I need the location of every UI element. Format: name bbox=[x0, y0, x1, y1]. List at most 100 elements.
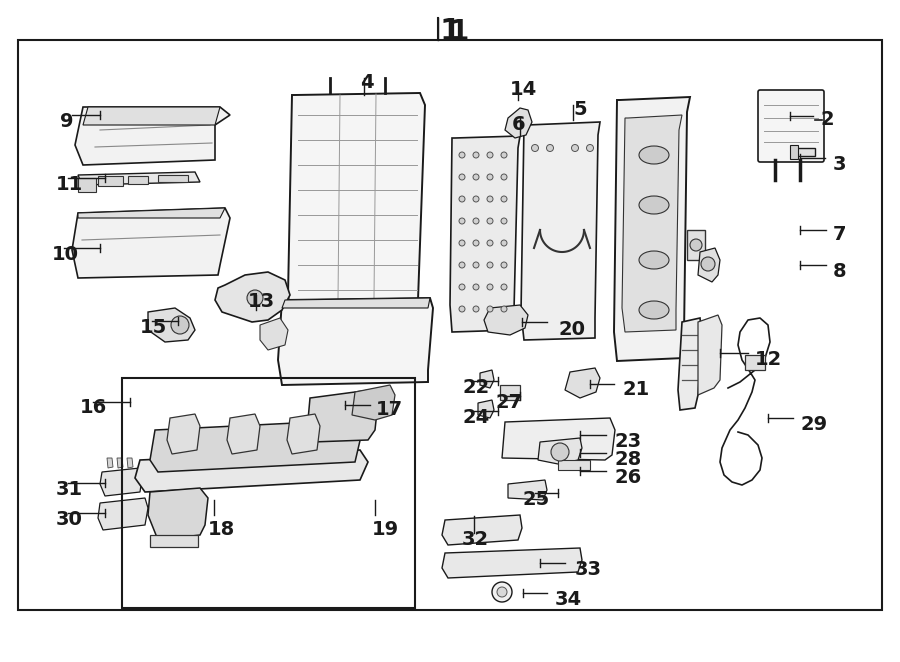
Polygon shape bbox=[260, 318, 288, 350]
Polygon shape bbox=[478, 400, 494, 418]
Text: 32: 32 bbox=[462, 530, 489, 549]
Text: 33: 33 bbox=[575, 560, 602, 579]
Text: 20: 20 bbox=[558, 320, 585, 339]
Circle shape bbox=[487, 196, 493, 202]
Bar bbox=[500, 385, 520, 400]
Polygon shape bbox=[565, 368, 600, 398]
Circle shape bbox=[487, 306, 493, 312]
Polygon shape bbox=[508, 480, 547, 500]
Circle shape bbox=[501, 306, 507, 312]
Polygon shape bbox=[215, 272, 290, 322]
Polygon shape bbox=[521, 122, 600, 340]
Polygon shape bbox=[98, 498, 148, 530]
Polygon shape bbox=[698, 248, 720, 282]
Bar bbox=[122, 378, 415, 608]
Bar bbox=[150, 535, 198, 547]
Text: 10: 10 bbox=[52, 245, 79, 264]
Polygon shape bbox=[78, 172, 200, 185]
Polygon shape bbox=[442, 515, 522, 545]
Polygon shape bbox=[107, 458, 113, 468]
Circle shape bbox=[473, 240, 479, 246]
Polygon shape bbox=[698, 315, 722, 395]
Polygon shape bbox=[480, 370, 494, 388]
Text: 19: 19 bbox=[372, 520, 399, 539]
Text: 14: 14 bbox=[510, 80, 537, 99]
Text: 22: 22 bbox=[462, 378, 490, 397]
Circle shape bbox=[473, 262, 479, 268]
Text: 2: 2 bbox=[820, 110, 833, 129]
Text: 3: 3 bbox=[833, 155, 847, 174]
Circle shape bbox=[487, 174, 493, 180]
Bar bbox=[687, 230, 705, 260]
Text: 11: 11 bbox=[56, 175, 84, 194]
Circle shape bbox=[572, 144, 579, 152]
Polygon shape bbox=[100, 468, 142, 496]
Bar bbox=[78, 178, 96, 192]
Circle shape bbox=[701, 257, 715, 271]
Ellipse shape bbox=[639, 196, 669, 214]
Circle shape bbox=[487, 218, 493, 224]
Polygon shape bbox=[83, 107, 220, 125]
Polygon shape bbox=[72, 208, 230, 278]
Text: 6: 6 bbox=[512, 115, 526, 134]
Polygon shape bbox=[450, 136, 520, 332]
Polygon shape bbox=[282, 298, 430, 308]
Text: 26: 26 bbox=[614, 468, 641, 487]
Polygon shape bbox=[75, 107, 230, 165]
Circle shape bbox=[473, 218, 479, 224]
Circle shape bbox=[171, 316, 189, 334]
Text: 13: 13 bbox=[248, 292, 275, 311]
Polygon shape bbox=[538, 438, 582, 464]
Polygon shape bbox=[502, 418, 615, 460]
Circle shape bbox=[587, 144, 593, 152]
Circle shape bbox=[459, 240, 465, 246]
Circle shape bbox=[473, 152, 479, 158]
Polygon shape bbox=[227, 414, 260, 454]
Text: 23: 23 bbox=[614, 432, 641, 451]
Polygon shape bbox=[148, 488, 208, 540]
Text: 18: 18 bbox=[208, 520, 235, 539]
Circle shape bbox=[473, 306, 479, 312]
Polygon shape bbox=[167, 414, 200, 454]
Circle shape bbox=[473, 174, 479, 180]
Text: 17: 17 bbox=[376, 400, 403, 419]
Polygon shape bbox=[678, 318, 702, 410]
Text: 31: 31 bbox=[56, 480, 83, 499]
Polygon shape bbox=[287, 414, 320, 454]
Circle shape bbox=[546, 144, 554, 152]
Polygon shape bbox=[148, 308, 195, 342]
Text: 7: 7 bbox=[833, 225, 847, 244]
Circle shape bbox=[459, 284, 465, 290]
Circle shape bbox=[501, 152, 507, 158]
Ellipse shape bbox=[639, 301, 669, 319]
Bar bbox=[793, 148, 815, 156]
Circle shape bbox=[551, 443, 569, 461]
Text: 1: 1 bbox=[439, 17, 461, 46]
Text: 30: 30 bbox=[56, 510, 83, 529]
Text: 5: 5 bbox=[573, 100, 587, 119]
Circle shape bbox=[473, 196, 479, 202]
Bar bbox=[158, 175, 188, 182]
Polygon shape bbox=[288, 93, 425, 322]
Text: 15: 15 bbox=[140, 318, 167, 337]
Bar bbox=[745, 355, 765, 370]
Text: 21: 21 bbox=[622, 380, 649, 399]
Polygon shape bbox=[614, 97, 690, 361]
Polygon shape bbox=[505, 108, 532, 138]
Text: 12: 12 bbox=[755, 350, 782, 369]
Circle shape bbox=[247, 290, 263, 306]
Polygon shape bbox=[622, 115, 682, 332]
Bar bbox=[790, 145, 798, 159]
Text: 16: 16 bbox=[80, 398, 107, 417]
Text: 9: 9 bbox=[60, 112, 74, 131]
FancyBboxPatch shape bbox=[758, 90, 824, 162]
Polygon shape bbox=[127, 458, 133, 468]
Circle shape bbox=[487, 152, 493, 158]
Circle shape bbox=[501, 284, 507, 290]
Circle shape bbox=[459, 262, 465, 268]
Polygon shape bbox=[150, 420, 362, 472]
Text: 25: 25 bbox=[523, 490, 550, 509]
Circle shape bbox=[492, 582, 512, 602]
Text: 29: 29 bbox=[800, 415, 827, 434]
Circle shape bbox=[501, 196, 507, 202]
